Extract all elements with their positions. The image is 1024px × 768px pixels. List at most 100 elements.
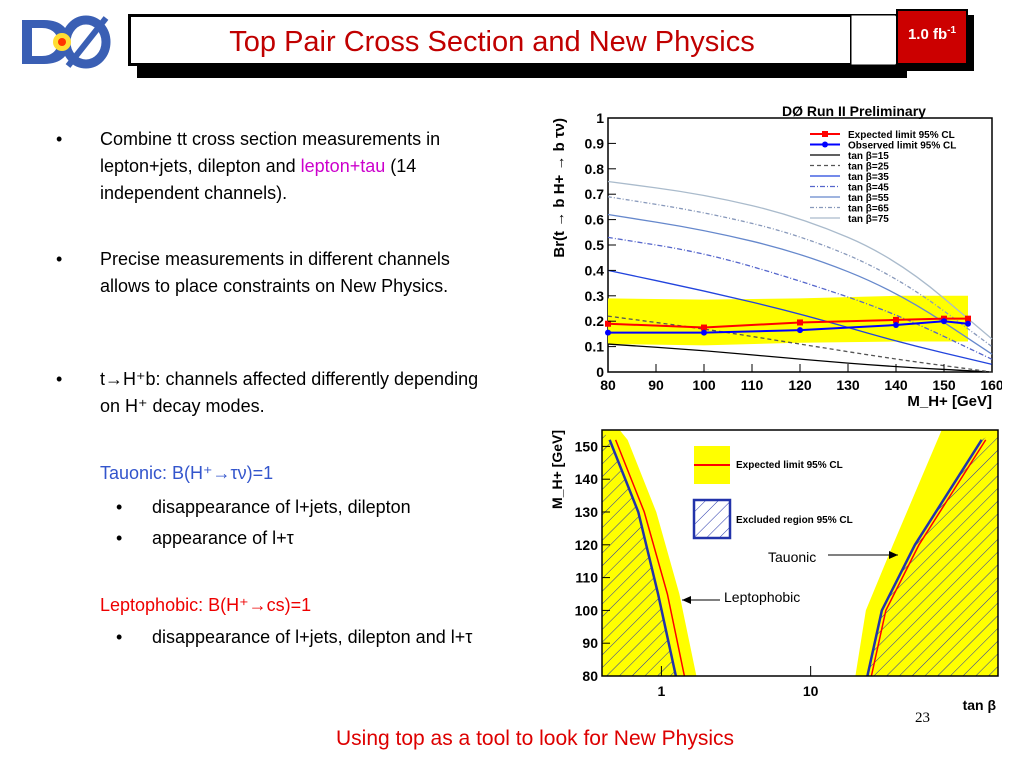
y-tick-label: 130 bbox=[575, 504, 599, 520]
legend-label: tan β=35 bbox=[848, 172, 889, 183]
y-tick-label: 0.2 bbox=[585, 313, 605, 329]
tan-beta-curve bbox=[607, 180, 993, 340]
y-axis-label: M_H+ [GeV] bbox=[549, 430, 565, 509]
bullet-text: Precise measurements in different channe… bbox=[100, 249, 450, 296]
legend-label: Expected limit 95% CL bbox=[736, 460, 843, 471]
tan-beta-curve bbox=[607, 196, 993, 348]
plot-area bbox=[602, 430, 998, 676]
bullet-text-end: (14 independent channels). bbox=[100, 156, 417, 203]
bullet-dot: • bbox=[56, 249, 63, 269]
leptophobic-heading: Leptophobic: B(H⁺→cs)=1 bbox=[100, 595, 312, 615]
y-tick-label: 0 bbox=[596, 364, 604, 380]
legend-label: tan β=75 bbox=[848, 214, 889, 225]
x-tick-label: 1 bbox=[657, 683, 665, 699]
tan-beta-curve bbox=[607, 236, 993, 360]
expected-limit-point bbox=[701, 324, 707, 331]
bullet-text: Combine tt cross section measurements in… bbox=[100, 129, 441, 176]
y-tick-label: 0.1 bbox=[585, 339, 605, 355]
x-axis-label: tan β bbox=[963, 697, 997, 713]
excluded-boundary-right bbox=[866, 439, 983, 676]
x-tick-label: 120 bbox=[788, 377, 812, 393]
excluded-boundary-left bbox=[608, 439, 678, 676]
legend-label: tan β=15 bbox=[848, 151, 889, 162]
footer-tagline: Using top as a tool to look for New Phys… bbox=[335, 727, 734, 750]
y-tick-label: 80 bbox=[582, 668, 598, 684]
bullet-text: H⁺b: channels affected differently depen… bbox=[100, 369, 479, 416]
excluded-region-right bbox=[867, 430, 998, 676]
dzero-logo bbox=[16, 14, 112, 70]
x-tick-label: 110 bbox=[741, 377, 764, 393]
luminosity-badge: 1.0 fb-1 bbox=[896, 9, 968, 65]
observed-limit-point bbox=[605, 329, 611, 336]
bullet-highlight: lepton+tau bbox=[300, 156, 386, 176]
x-tick-label: 80 bbox=[600, 377, 616, 393]
expected-limit-point bbox=[893, 316, 899, 323]
legend-marker bbox=[822, 131, 828, 137]
expected-limit-point bbox=[797, 319, 803, 326]
excluded-region-left bbox=[602, 430, 676, 676]
x-axis-label: M_H+ [GeV] bbox=[907, 393, 992, 410]
legend-swatch-excluded bbox=[692, 498, 732, 540]
x-tick-label: 150 bbox=[932, 377, 956, 393]
expected-limit-point bbox=[965, 315, 971, 322]
y-axis-label: Br(t → b H+ → b τν) bbox=[551, 118, 568, 258]
x-tick-label: 140 bbox=[884, 377, 908, 393]
x-tick-label: 90 bbox=[648, 377, 664, 393]
bullet-arrow: → bbox=[105, 369, 124, 389]
legend-label: tan β=25 bbox=[848, 162, 889, 173]
annotation-arrowhead bbox=[889, 551, 898, 559]
legend-label: Expected limit 95% CL bbox=[848, 130, 955, 141]
y-tick-label: 140 bbox=[575, 471, 599, 487]
title-box: Top Pair Cross Section and New Physics bbox=[128, 14, 856, 66]
lumi-label: 1.0 fb bbox=[907, 26, 948, 43]
plot-frame bbox=[601, 429, 999, 677]
x-tick-label: 160 bbox=[980, 377, 1002, 393]
expected-limit-line bbox=[607, 317, 968, 329]
expected-limit-point bbox=[605, 320, 611, 327]
y-tick-label: 0.6 bbox=[585, 212, 605, 228]
observed-limit-point bbox=[965, 320, 971, 327]
annotation-arrowhead bbox=[682, 596, 691, 604]
expected-limit-left bbox=[614, 439, 686, 676]
page-title: Top Pair Cross Section and New Physics bbox=[229, 26, 755, 58]
bullet-dot: • bbox=[56, 369, 63, 389]
y-tick-label: 0.4 bbox=[585, 262, 605, 278]
y-tick-label: 110 bbox=[575, 570, 598, 586]
annotation-leptophobic: Leptophobic bbox=[724, 589, 800, 605]
observed-limit-line bbox=[608, 320, 969, 334]
y-tick-label: 0.7 bbox=[585, 186, 605, 202]
y-tick-label: 0.3 bbox=[585, 288, 605, 304]
y-tick-label: 1 bbox=[596, 110, 604, 126]
legend-label: tan β=45 bbox=[848, 183, 889, 194]
x-tick-label: 130 bbox=[836, 377, 860, 393]
page-number: 23 bbox=[915, 710, 930, 726]
legend-marker bbox=[822, 141, 828, 148]
observed-limit-point bbox=[941, 318, 947, 325]
legend-label: Excluded region 95% CL bbox=[736, 515, 853, 526]
observed-limit-point bbox=[797, 327, 803, 334]
y-tick-label: 0.8 bbox=[585, 161, 605, 177]
y-tick-label: 120 bbox=[575, 537, 599, 553]
bullet-t: t bbox=[100, 369, 106, 389]
tan-beta-curve bbox=[607, 269, 993, 366]
branching-ratio-chart: 0 0.1 0.2 0.3 0.4 0.5 0.6 0.7 0.8 0.9 1 80 90 100 110 1… bbox=[551, 103, 1002, 410]
x-tick-label: 100 bbox=[692, 377, 716, 393]
y-tick-label: 0.5 bbox=[585, 237, 605, 253]
tauonic-heading: Tauonic: B(H⁺→τν)=1 bbox=[100, 463, 274, 483]
y-tick-label: 90 bbox=[582, 635, 598, 651]
y-tick-label: 150 bbox=[575, 438, 599, 454]
observed-limit-point bbox=[893, 322, 899, 329]
annotation-tauonic: Tauonic bbox=[768, 549, 816, 565]
legend-label: tan β=55 bbox=[848, 193, 889, 204]
lumi-exponent: -1 bbox=[947, 25, 957, 36]
observed-limit-point bbox=[701, 329, 707, 336]
bullet-dot: • bbox=[56, 129, 63, 149]
expected-limit-right bbox=[870, 439, 987, 676]
y-tick-label: 0.9 bbox=[585, 135, 605, 151]
y-tick-label: 100 bbox=[575, 602, 599, 618]
legend-label: tan β=65 bbox=[848, 204, 889, 215]
legend-label: Observed limit 95% CL bbox=[848, 141, 956, 152]
chart-title: DØ Run II Preliminary bbox=[782, 103, 926, 119]
x-tick-label: 10 bbox=[803, 683, 819, 699]
